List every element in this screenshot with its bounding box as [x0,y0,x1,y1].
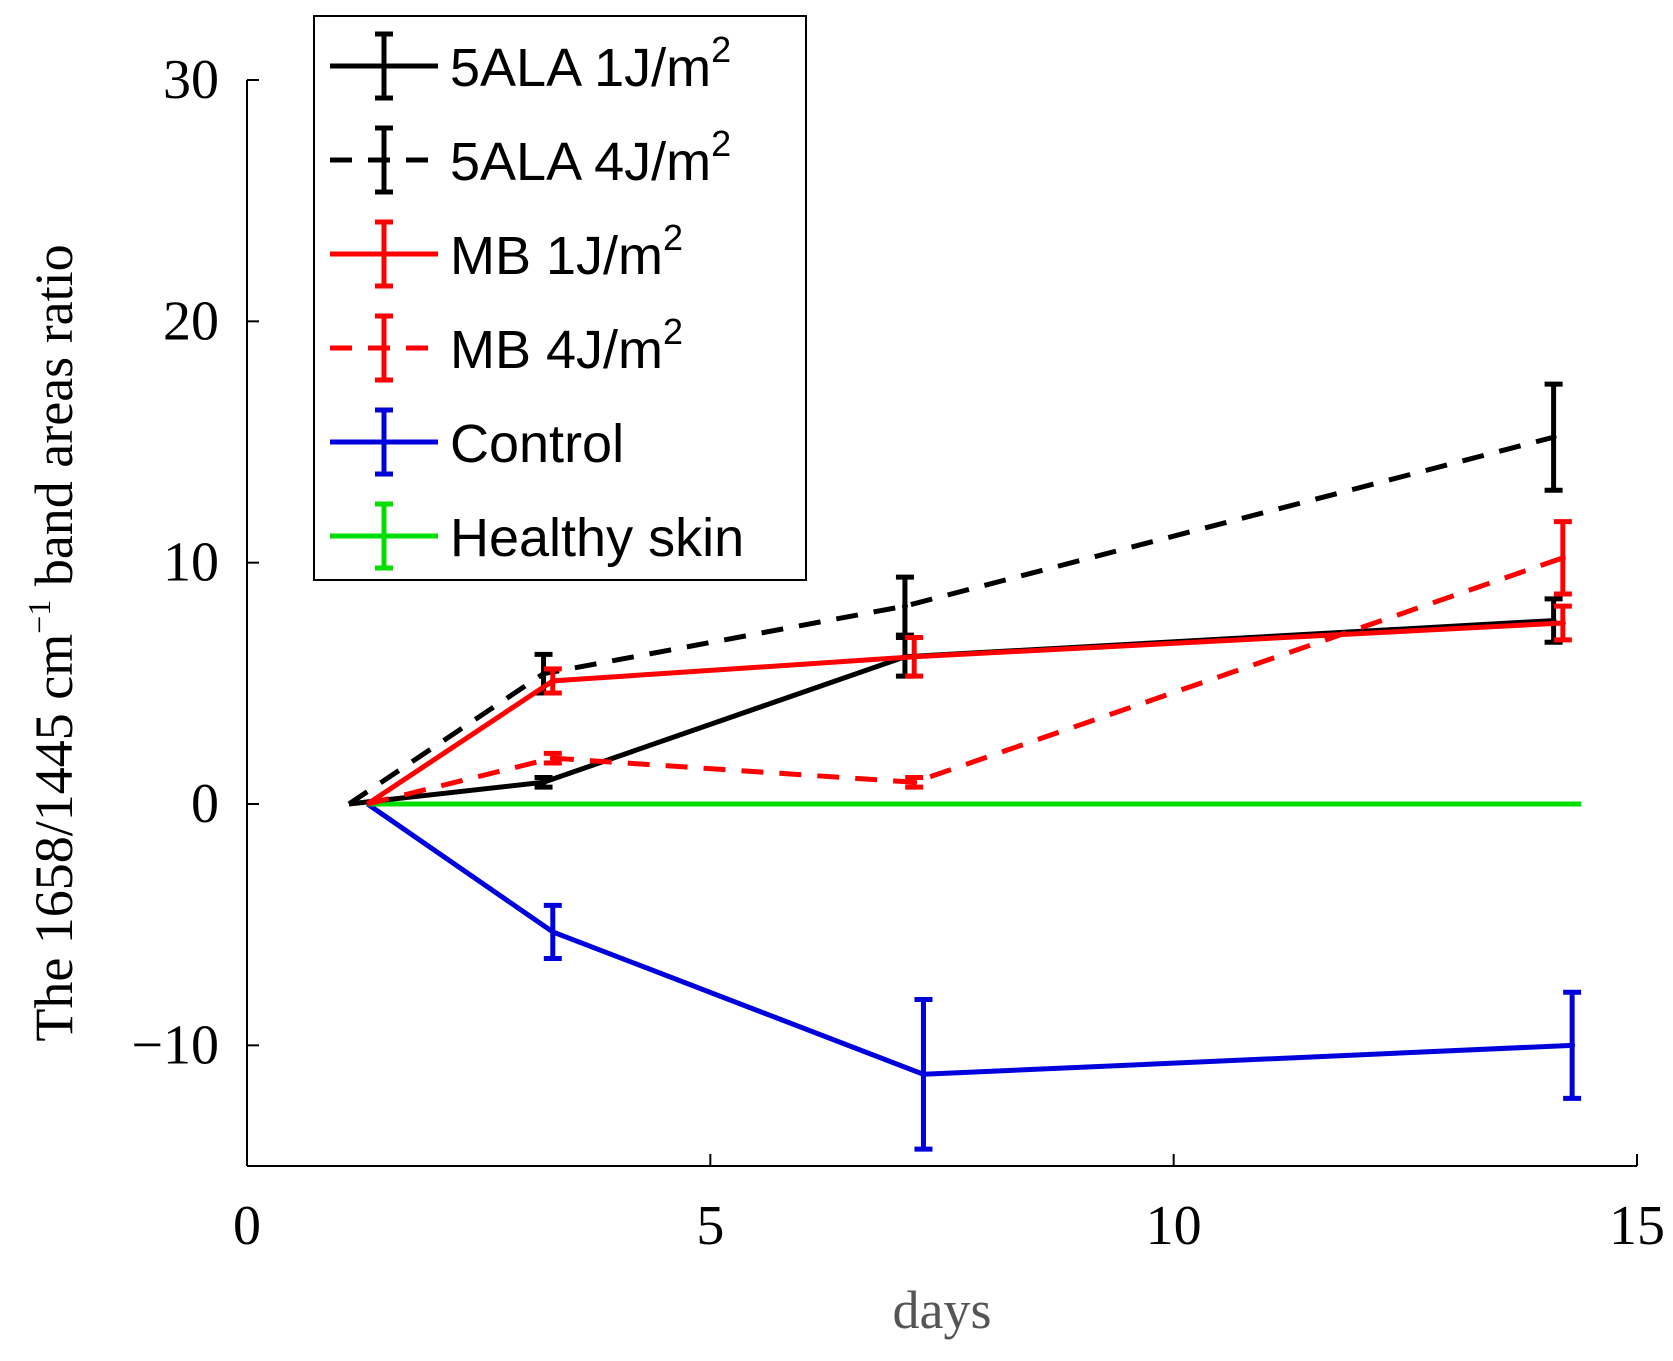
data-point [549,677,556,684]
series-line [366,555,1564,807]
series-line [348,618,1554,807]
legend-item: 5ALA 1J/m2 [330,29,731,101]
series-layer [347,381,1582,1152]
data-point [540,670,547,677]
legend-box [313,15,807,581]
axes: 0 5 10 15 30 20 10 0 −10 days The 1658/1445 cm−1 b… [21,49,1665,1340]
x-axis-label: days [893,1280,992,1340]
data-point [549,755,556,762]
x-tick-label: 15 [1609,1195,1665,1257]
legend: 5ALA 1J/m2 5ALA 4J/m2 MB 1J/m2 MB 4J/m2 Cont… [313,15,807,581]
legend-label: Control [450,414,624,474]
legend-label: 5ALA 1J/m2 [450,29,731,98]
x-tick-label: 0 [233,1195,261,1257]
series-mb-4j-mdashed [366,519,1572,807]
data-point [920,1071,927,1078]
data-point [911,779,918,786]
series-line [347,434,1555,807]
legend-item: Healthy skin [330,501,744,571]
series-mb-1j-m [366,603,1572,807]
legend-label: MB 1J/m2 [450,217,683,286]
x-tick-label: 5 [696,1195,724,1257]
series-control [366,801,1582,1152]
y-tick-label: 30 [163,49,219,111]
data-point [540,779,547,786]
data-point [911,653,918,660]
legend-label: Healthy skin [450,508,744,568]
data-point [1569,1042,1576,1049]
data-point [549,928,556,935]
x-tick-label: 10 [1146,1195,1202,1257]
legend-label: 5ALA 4J/m2 [450,123,731,192]
legend-item: MB 1J/m2 [330,217,683,289]
y-tick-label: 10 [163,532,219,594]
legend-label: MB 4J/m2 [450,311,683,380]
y-tick-label: −10 [131,1014,219,1076]
data-point [1559,620,1566,626]
legend-item: 5ALA 4J/m2 [330,123,731,195]
data-point [1559,554,1566,561]
series-line [366,620,1563,807]
y-axis-label: The 1658/1445 cm−1 band areas ratio [21,244,84,1041]
data-point [901,603,908,610]
series-line [366,801,1573,1077]
y-tick-label: 20 [163,290,219,352]
y-tick-label: 0 [191,773,219,835]
legend-item: MB 4J/m2 [330,311,683,383]
data-point [1550,434,1557,441]
legend-item: Control [330,407,624,477]
series-5ala-1j-m [348,596,1563,807]
